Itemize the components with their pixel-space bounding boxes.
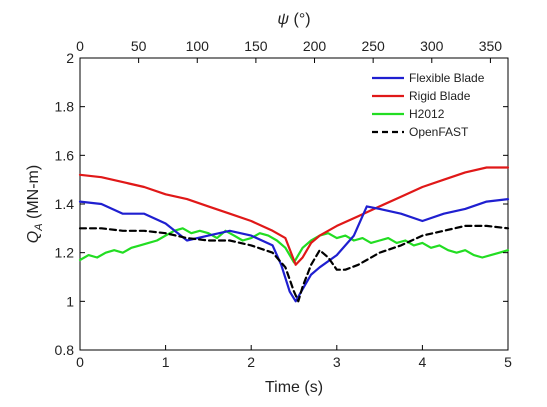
top-axis-symbol: ψ <box>277 11 289 28</box>
y-tick-label: 1.4 <box>55 196 75 212</box>
y-axis-title: QA (MN-m) <box>25 165 45 243</box>
series-line-rigid-blade <box>78 166 510 266</box>
top-axis-title: ψ (°) <box>277 11 310 28</box>
top-tick-label: 150 <box>244 38 268 54</box>
x-tick-label: 5 <box>504 354 512 370</box>
y-axis-symbol: Q <box>25 231 42 243</box>
legend-label-openfast: OpenFAST <box>409 125 469 139</box>
legend: Flexible Blade Rigid Blade H2012 OpenFAS… <box>367 66 503 144</box>
x-axis-title: Time (s) <box>265 379 323 396</box>
y-tick-label: 1.2 <box>55 245 75 261</box>
y-tick-label: 1 <box>66 293 74 309</box>
y-tick-label: 1.6 <box>55 147 75 163</box>
ticks-layer: 0 1 2 3 4 50.811.21.41.61.820 50 100 150 200 250 30… <box>55 38 513 370</box>
top-tick-label: 100 <box>186 38 210 54</box>
legend-label-rigid: Rigid Blade <box>409 89 471 103</box>
x-tick-label: 0 <box>76 354 84 370</box>
y-tick-label: 2 <box>66 50 74 66</box>
series-line-flexible-blade <box>78 198 510 303</box>
y-axis-unit: (MN-m) <box>25 165 42 224</box>
x-tick-label: 4 <box>419 354 427 370</box>
y-tick-label: 1.8 <box>55 99 75 115</box>
y-tick-label: 0.8 <box>55 342 75 358</box>
top-tick-label: 200 <box>303 38 327 54</box>
x-tick-label: 1 <box>162 354 170 370</box>
legend-label-h2012: H2012 <box>409 107 445 121</box>
legend-label-flexible: Flexible Blade <box>409 71 485 85</box>
top-tick-label: 50 <box>131 38 147 54</box>
series-layer <box>78 166 510 303</box>
top-tick-label: 250 <box>361 38 385 54</box>
top-tick-label: 0 <box>76 38 84 54</box>
x-tick-label: 3 <box>333 354 341 370</box>
top-tick-label: 300 <box>420 38 444 54</box>
top-axis-unit: (°) <box>289 11 311 28</box>
x-tick-label: 2 <box>247 354 255 370</box>
series-line-h2012 <box>78 227 510 264</box>
series-line-openfast <box>78 224 510 303</box>
top-tick-label: 350 <box>479 38 503 54</box>
y-axis-subscript: A <box>33 223 45 231</box>
